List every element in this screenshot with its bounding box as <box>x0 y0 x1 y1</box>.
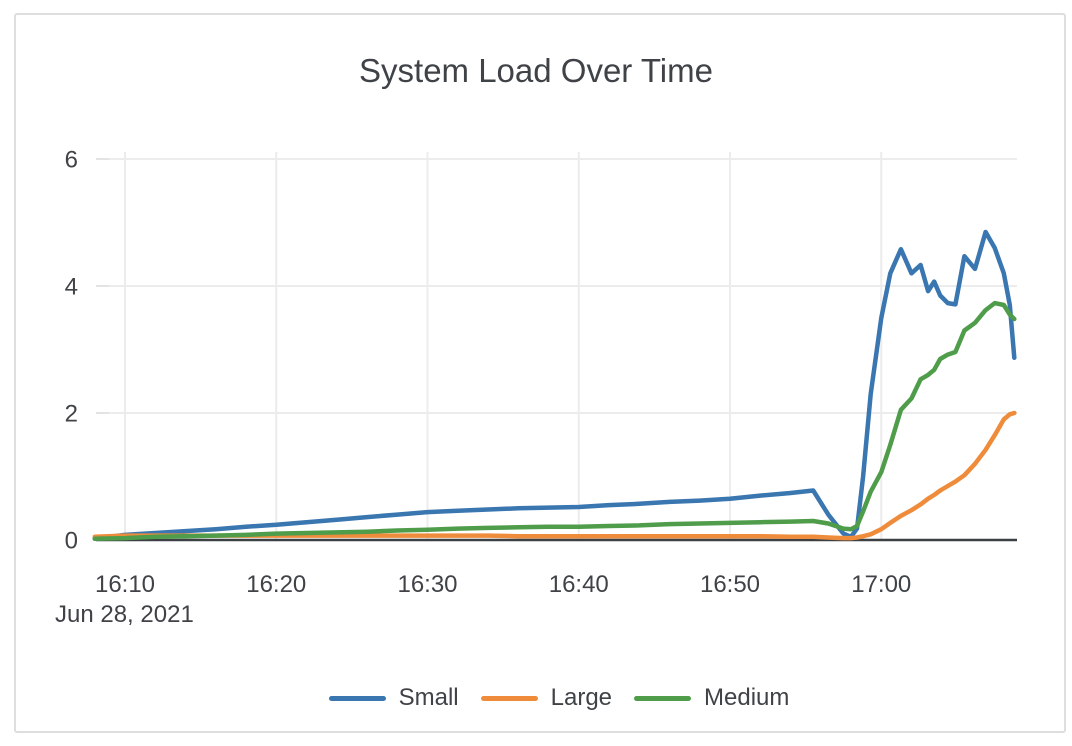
x-tick-label: 16:50 <box>700 571 760 598</box>
chart-card <box>14 13 1066 733</box>
series-line-medium <box>92 300 1017 541</box>
series-line-large <box>92 410 1017 541</box>
legend-item-large[interactable]: Large <box>480 684 613 712</box>
x-tick-label: 16:40 <box>549 571 609 598</box>
legend-item-medium[interactable]: Medium <box>634 684 789 712</box>
legend-label-medium: Medium <box>704 684 790 711</box>
y-tick-label: 0 <box>65 528 78 555</box>
series-line-small <box>92 229 1017 541</box>
x-axis-date-label: Jun 28, 2021 <box>55 601 194 628</box>
x-tick-label: 16:30 <box>397 571 457 598</box>
x-tick-label: 17:00 <box>851 571 911 598</box>
x-tick-label: 16:20 <box>246 571 306 598</box>
x-tick-label: 16:10 <box>95 571 155 598</box>
legend-label-large: Large <box>550 684 613 711</box>
legend-swatch-small <box>328 695 386 701</box>
chart-legend: Small Large Medium <box>0 684 1072 712</box>
y-tick-label: 6 <box>65 147 78 174</box>
y-tick-label: 2 <box>65 401 78 428</box>
legend-swatch-large <box>480 695 538 701</box>
legend-swatch-medium <box>634 695 692 701</box>
legend-item-small[interactable]: Small <box>328 684 459 712</box>
y-tick-label: 4 <box>65 274 78 301</box>
chart-title: System Load Over Time <box>359 52 713 89</box>
legend-label-small: Small <box>398 684 459 711</box>
